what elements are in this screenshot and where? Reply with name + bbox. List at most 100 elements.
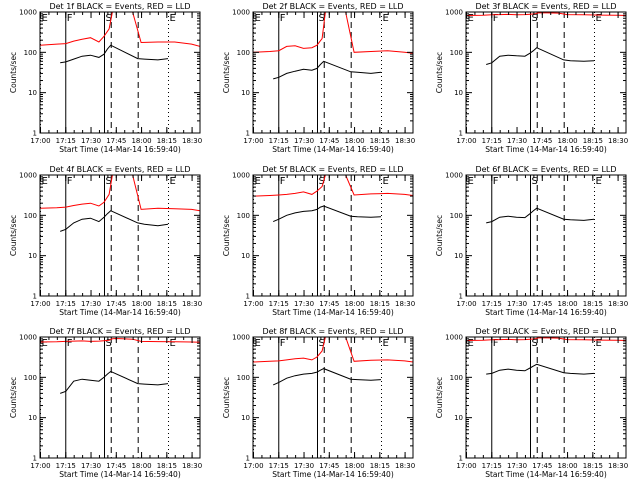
x-tick-label: 17:45 (532, 462, 552, 470)
x-axis-label: Start Time (14-Mar-14 16:59:40) (272, 470, 394, 479)
x-tick-label: 17:15 (269, 137, 289, 145)
x-tick-label: 17:00 (30, 462, 50, 470)
y-tick-label: 10 (241, 252, 250, 260)
x-tick-label: 18:15 (583, 300, 603, 308)
flag-label: S (319, 13, 325, 24)
flag-label: F (67, 176, 73, 187)
flag-label: S (106, 13, 112, 24)
x-tick-label: 18:30 (608, 137, 628, 145)
x-tick-label: 17:00 (243, 300, 263, 308)
panel-title: Det 9f BLACK = Events, RED = LLD (475, 327, 616, 336)
series-events-line (273, 205, 382, 223)
y-axis-label: Counts/sec (435, 52, 444, 93)
flag-label: S (532, 13, 538, 24)
x-tick-label: 17:00 (30, 300, 50, 308)
y-tick-label: 1 (246, 130, 250, 138)
x-tick-label: 17:30 (81, 462, 101, 470)
x-tick-label: 17:15 (482, 137, 502, 145)
panel-title: Det 2f BLACK = Events, RED = LLD (262, 2, 403, 11)
flag-label: E (596, 338, 602, 349)
x-tick-label: 18:00 (344, 300, 364, 308)
y-tick-label: 1000 (445, 9, 463, 17)
flag-label: E (468, 13, 474, 24)
y-tick-label: 1 (459, 130, 463, 138)
y-tick-label: 10 (241, 414, 250, 422)
x-tick-label: 18:30 (182, 462, 202, 470)
flag-label: F (280, 176, 286, 187)
plot-frame (465, 11, 627, 134)
series-lld-line (40, 175, 200, 212)
x-tick-label: 17:45 (106, 462, 126, 470)
x-tick-label: 17:00 (243, 137, 263, 145)
flag-label: F (280, 338, 286, 349)
plot-frame (39, 336, 201, 459)
plot-frame (465, 174, 627, 297)
x-tick-label: 18:15 (583, 462, 603, 470)
plot-frame (252, 336, 414, 459)
flag-label: F (280, 13, 286, 24)
plot-frame (252, 174, 414, 297)
x-axis-label: Start Time (14-Mar-14 16:59:40) (485, 470, 607, 479)
plot-frame (252, 11, 414, 134)
y-tick-label: 1 (33, 293, 37, 301)
x-tick-label: 17:30 (81, 300, 101, 308)
series-events-line (60, 210, 169, 232)
x-tick-label: 18:30 (182, 300, 202, 308)
x-tick-label: 18:30 (608, 462, 628, 470)
flag-label: E (383, 338, 389, 349)
x-tick-label: 17:45 (106, 300, 126, 308)
y-tick-label: 1 (33, 455, 37, 463)
x-tick-label: 18:15 (370, 300, 390, 308)
panel-title: Det 1f BLACK = Events, RED = LLD (49, 2, 190, 11)
panel-title: Det 7f BLACK = Events, RED = LLD (49, 327, 190, 336)
series-lld-line (40, 337, 200, 343)
y-tick-label: 10 (454, 89, 463, 97)
flag-label: S (106, 338, 112, 349)
x-tick-label: 17:15 (482, 300, 502, 308)
plot-frame (39, 174, 201, 297)
y-axis-label: Counts/sec (222, 215, 231, 256)
series-events-line (486, 363, 595, 375)
y-tick-label: 1 (459, 455, 463, 463)
y-tick-label: 10 (28, 414, 37, 422)
y-tick-label: 1 (246, 455, 250, 463)
x-tick-label: 17:45 (532, 300, 552, 308)
x-tick-label: 18:15 (157, 137, 177, 145)
x-tick-label: 17:15 (56, 137, 76, 145)
y-tick-label: 100 (450, 212, 463, 220)
x-tick-label: 17:30 (507, 137, 527, 145)
x-tick-label: 18:15 (370, 462, 390, 470)
y-tick-label: 10 (454, 252, 463, 260)
x-tick-label: 18:30 (182, 137, 202, 145)
y-tick-label: 1000 (19, 9, 37, 17)
panel-title: Det 4f BLACK = Events, RED = LLD (49, 165, 190, 174)
flag-label: E (255, 176, 261, 187)
plot-frame (39, 11, 201, 134)
series-events-line (273, 60, 382, 80)
x-tick-label: 18:00 (131, 137, 151, 145)
flag-label: E (596, 176, 602, 187)
x-tick-label: 18:30 (395, 300, 415, 308)
y-tick-label: 100 (237, 49, 250, 57)
series-events-line (60, 44, 169, 64)
series-events-line (486, 207, 595, 224)
flag-label: E (468, 338, 474, 349)
x-tick-label: 18:00 (557, 137, 577, 145)
flag-label: S (532, 176, 538, 187)
x-tick-label: 17:45 (532, 137, 552, 145)
series-events-line (272, 368, 382, 386)
flag-label: E (383, 13, 389, 24)
panel-title: Det 3f BLACK = Events, RED = LLD (475, 2, 616, 11)
y-tick-label: 1000 (19, 172, 37, 180)
x-tick-label: 18:15 (583, 137, 603, 145)
y-tick-label: 100 (237, 374, 250, 382)
series-lld-line (466, 12, 626, 16)
y-axis-label: Counts/sec (9, 215, 18, 256)
y-tick-label: 10 (28, 89, 37, 97)
flag-label: E (468, 176, 474, 187)
series-events-line (486, 47, 595, 65)
